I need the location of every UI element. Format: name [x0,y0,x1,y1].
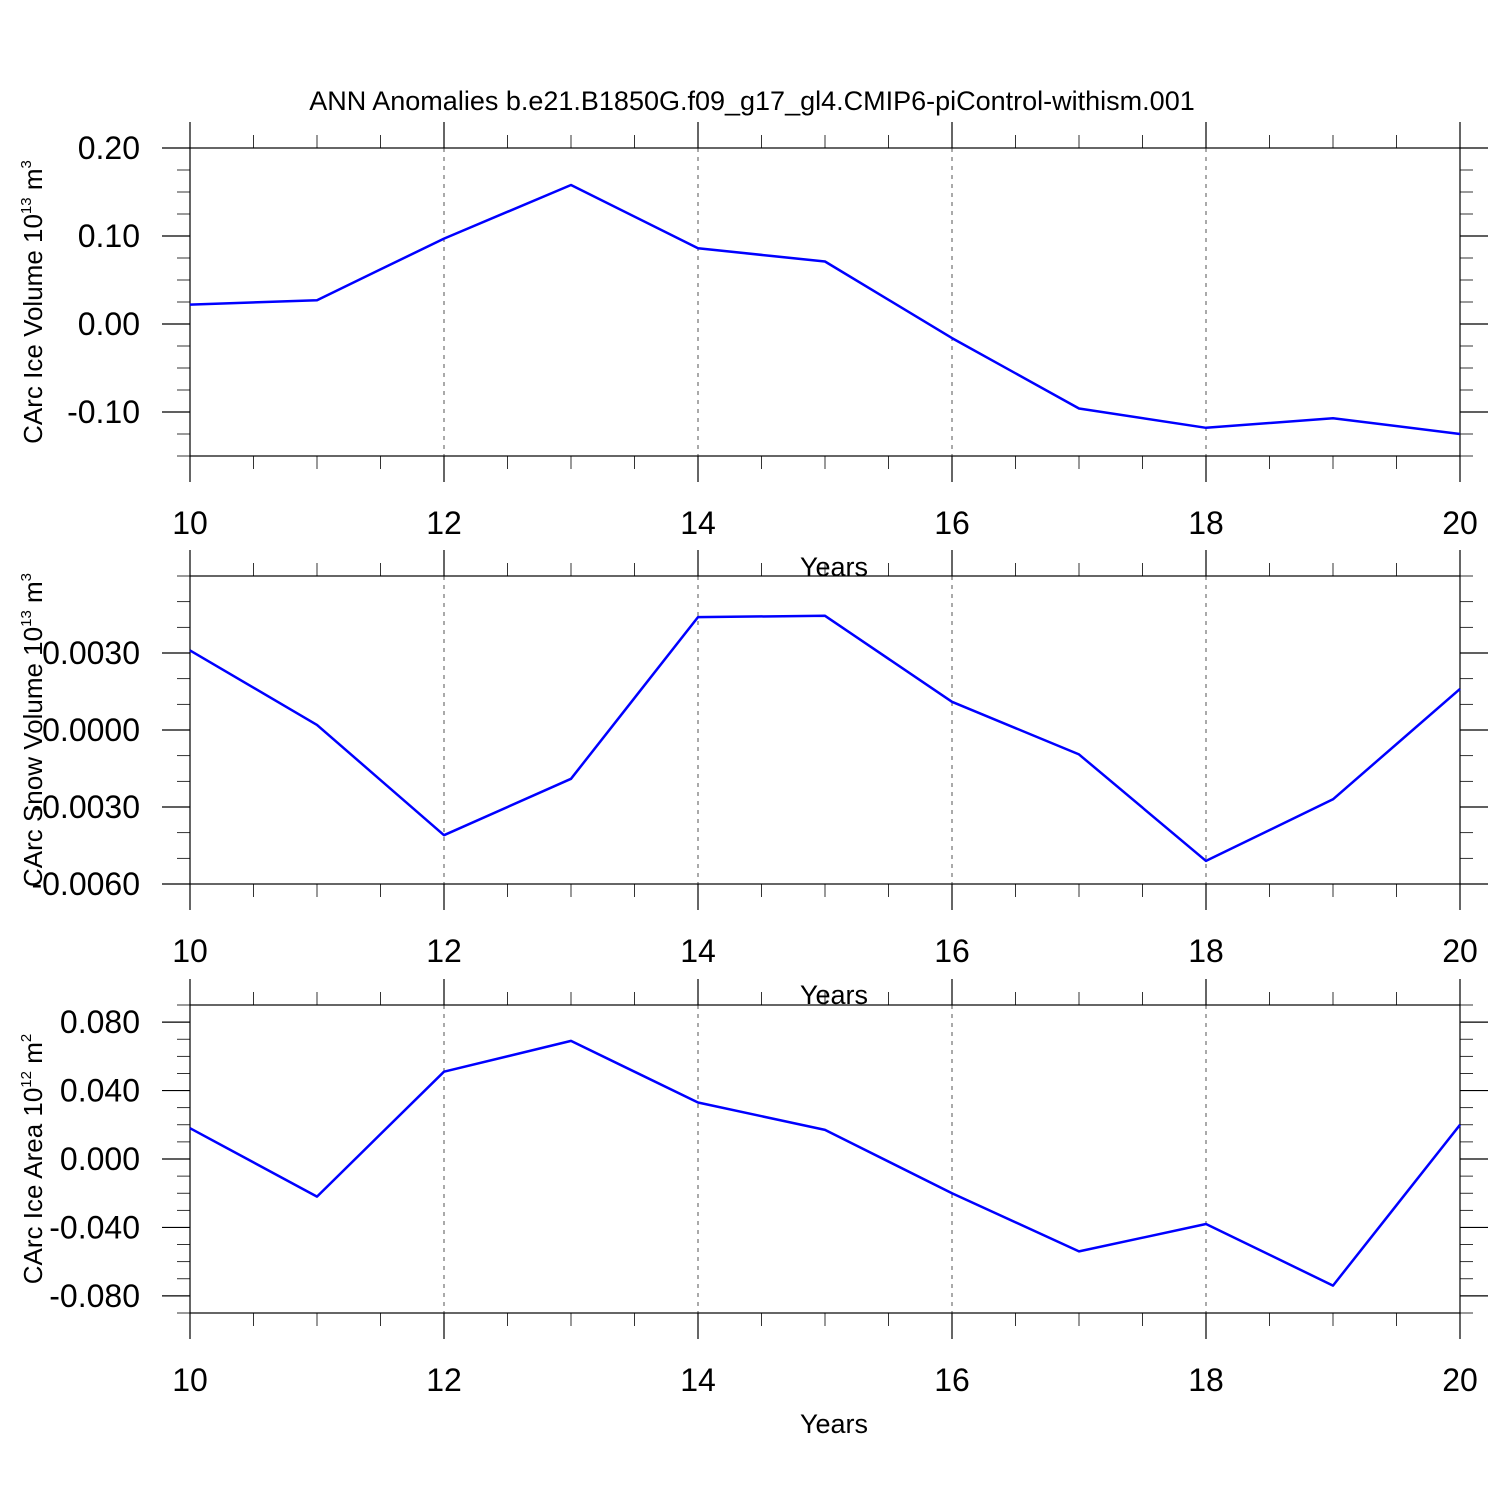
x-tick-label: 10 [172,1362,208,1398]
x-tick-label: 10 [172,505,208,541]
x-axis-label: Years [800,1409,868,1439]
y-axis-label: CArc Snow Volume 1013 m3 [18,573,48,887]
x-tick-label: 14 [680,505,716,541]
x-tick-label: 10 [172,933,208,969]
x-tick-label: 12 [426,1362,462,1398]
x-tick-label: 12 [426,933,462,969]
chart-panel-1: 10 12 14 16 18 20 0.20 0.10 0.00 -0.10 Years CArc I… [18,122,1488,582]
y-axis-label: CArc Ice Area 1012 m2 [18,1034,48,1284]
x-tick-label: 16 [934,933,970,969]
series-line [189,1039,1461,1287]
series-line [189,614,1461,863]
y-tick-label: 0.0000 [42,712,140,748]
plot-frame [189,575,1461,885]
y-tick-label: -0.040 [49,1209,140,1245]
y-tick-label: 0.20 [78,130,140,166]
plot-frame [189,1004,1461,1314]
x-axis-label: Years [800,552,868,582]
y-tick-label: 0.00 [78,306,140,342]
y-tick-label: -0.0060 [31,866,140,902]
y-tick-label: -0.10 [67,394,140,430]
plot-frame [189,147,1461,457]
x-tick-label: 18 [1188,1362,1224,1398]
x-tick-label: 20 [1442,505,1478,541]
x-tick-label: 14 [680,1362,716,1398]
y-tick-label: 0.0030 [42,635,140,671]
y-tick-label: 0.080 [60,1004,140,1040]
chart-panel-3: 10 12 14 16 18 20 0.080 0.040 0.000 -0.040 -0.080 Y… [18,979,1488,1439]
series-line [189,183,1461,436]
y-tick-label: 0.10 [78,218,140,254]
chart-panel-2: 10 12 14 16 18 20 0.0030 0.0000 -0.0030 -0.0060 Ye… [18,550,1488,1010]
y-tick-label: -0.080 [49,1278,140,1314]
x-tick-label: 20 [1442,933,1478,969]
x-tick-label: 18 [1188,505,1224,541]
y-tick-label: -0.0030 [31,789,140,825]
y-axis-label: CArc Ice Volume 1013 m3 [18,160,48,444]
x-tick-label: 16 [934,505,970,541]
y-tick-label: 0.000 [60,1141,140,1177]
figure-title: ANN Anomalies b.e21.B1850G.f09_g17_gl4.C… [309,86,1194,116]
x-tick-label: 14 [680,933,716,969]
y-tick-label: 0.040 [60,1073,140,1109]
x-tick-label: 20 [1442,1362,1478,1398]
x-tick-label: 12 [426,505,462,541]
x-tick-label: 16 [934,1362,970,1398]
x-tick-label: 18 [1188,933,1224,969]
